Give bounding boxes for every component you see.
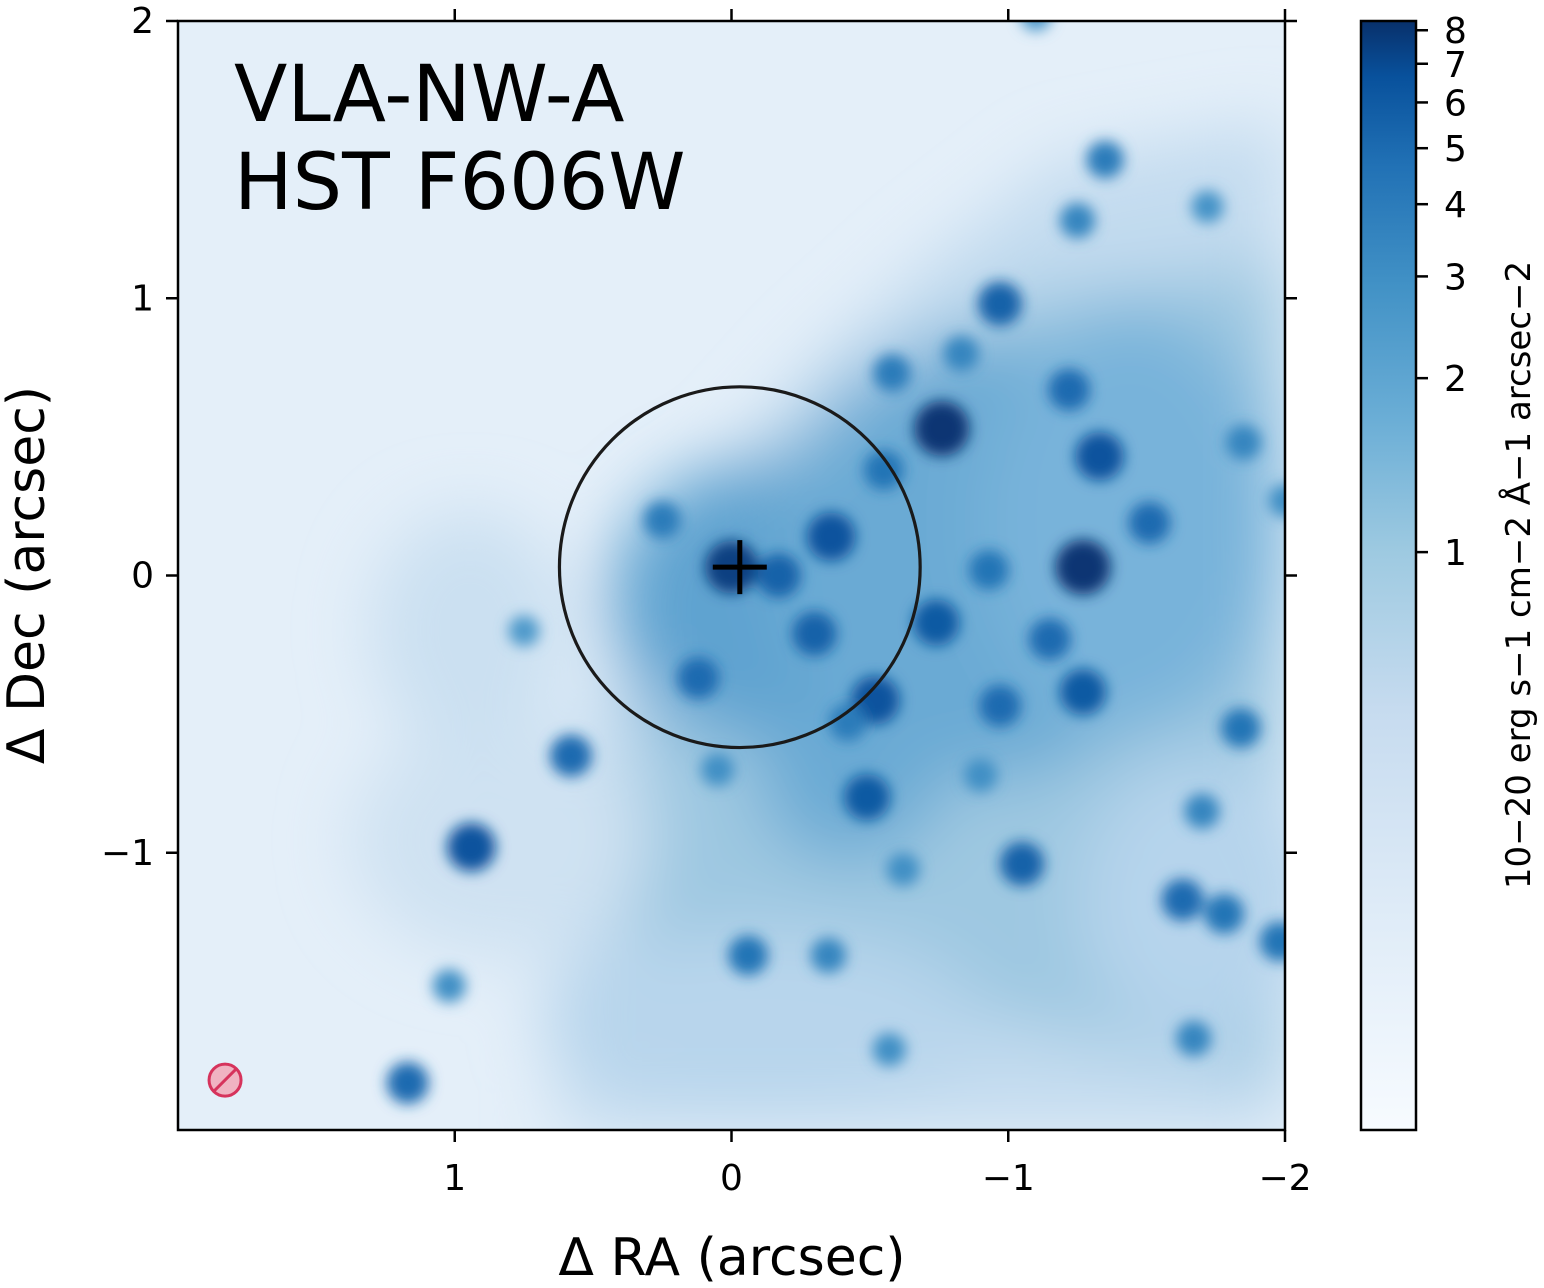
point-sources (386, 21, 1285, 1104)
point-source-26 (677, 657, 720, 700)
point-source-33 (756, 553, 801, 598)
x-tick-label: 0 (720, 1158, 743, 1199)
point-source-29 (943, 336, 979, 372)
point-source-18 (1220, 708, 1261, 748)
colorbar-tick-label: 3 (1444, 257, 1467, 298)
image-plane (178, 21, 1285, 1130)
x-tick-label: −2 (1258, 1158, 1311, 1199)
point-source-3 (806, 512, 856, 561)
point-source-7 (913, 599, 960, 646)
point-source-9 (1048, 368, 1091, 411)
y-tick-label: 2 (131, 1, 154, 42)
x-tick-label: 1 (443, 1158, 466, 1199)
beam-symbol-icon (207, 1062, 243, 1098)
point-source-30 (968, 550, 1009, 590)
panel-title-filter: HST F606W (234, 138, 685, 228)
point-source-16 (1204, 893, 1245, 934)
point-source-43 (963, 758, 998, 792)
colorbar-tick-label: 7 (1444, 45, 1467, 86)
point-source-41 (1268, 484, 1285, 518)
point-source-37 (810, 937, 847, 974)
point-source-44 (886, 852, 920, 886)
panel-title-target: VLA-NW-A (234, 50, 625, 140)
colorbar: 1 2 3 4 5 678 10−20 erg s−1 cm−2 Å−1 arcsec−2 (1359, 11, 1539, 1132)
colorbar-gradient (1361, 21, 1416, 1130)
point-source-1 (1055, 539, 1111, 595)
colorbar-tick-label: 5 (1444, 129, 1467, 170)
colorbar-frame (1359, 19, 1418, 1132)
point-source-34 (643, 501, 682, 539)
point-source-8 (977, 281, 1023, 326)
point-source-11 (1059, 668, 1107, 716)
point-source-22 (728, 935, 769, 976)
x-axis-label: Δ RA (arcsec) (558, 1228, 905, 1288)
point-source-21 (386, 1061, 429, 1104)
axis-ticks: 1 0 −1 −2 2 1 0 −1 (101, 1, 1312, 1199)
point-source-13 (999, 841, 1045, 886)
center-cross-marker (712, 540, 767, 595)
point-source-36 (872, 1032, 906, 1067)
point-source-0 (914, 400, 970, 457)
point-source-19 (447, 822, 496, 872)
y-tick-label: 0 (131, 556, 154, 597)
colorbar-tick-label: 8 (1444, 11, 1467, 52)
point-source-45 (828, 703, 867, 742)
point-source-38 (508, 615, 540, 647)
colorbar-tick-label: 2 (1444, 359, 1467, 400)
point-source-20 (549, 734, 592, 777)
aperture-circle (557, 385, 922, 750)
point-source-12 (978, 684, 1021, 727)
point-source-46 (701, 752, 735, 787)
colorbar-tick-label: 4 (1444, 185, 1467, 226)
point-source-6 (843, 774, 891, 821)
y-tick-label: −1 (101, 833, 154, 874)
point-source-35 (1175, 1020, 1212, 1057)
point-source-32 (1184, 793, 1220, 829)
point-source-10 (1128, 501, 1171, 544)
point-source-17 (1259, 921, 1285, 962)
colorbar-tick-label: 6 (1444, 83, 1467, 124)
point-source-39 (432, 969, 466, 1003)
colorbar-label: 10−20 erg s−1 cm−2 Å−1 arcsec−2 (1498, 261, 1539, 889)
point-source-31 (1225, 424, 1262, 461)
point-source-24 (1059, 202, 1096, 239)
y-tick-label: 1 (131, 278, 154, 319)
x-tick-label: −1 (982, 1158, 1035, 1199)
y-axis-label: Δ Dec (arcsec) (0, 386, 57, 764)
point-source-2 (1075, 431, 1124, 481)
point-source-27 (863, 450, 904, 491)
point-source-4 (792, 611, 837, 656)
point-source-15 (1161, 878, 1204, 921)
point-source-28 (873, 354, 911, 392)
point-source-14 (1028, 618, 1071, 661)
colorbar-tick-label: 1 (1444, 533, 1467, 574)
point-source-42 (1191, 190, 1224, 223)
colorbar-ticks: 1 2 3 4 5 678 (1416, 11, 1467, 574)
point-source-23 (1086, 140, 1124, 179)
point-source-40 (1021, 21, 1051, 31)
